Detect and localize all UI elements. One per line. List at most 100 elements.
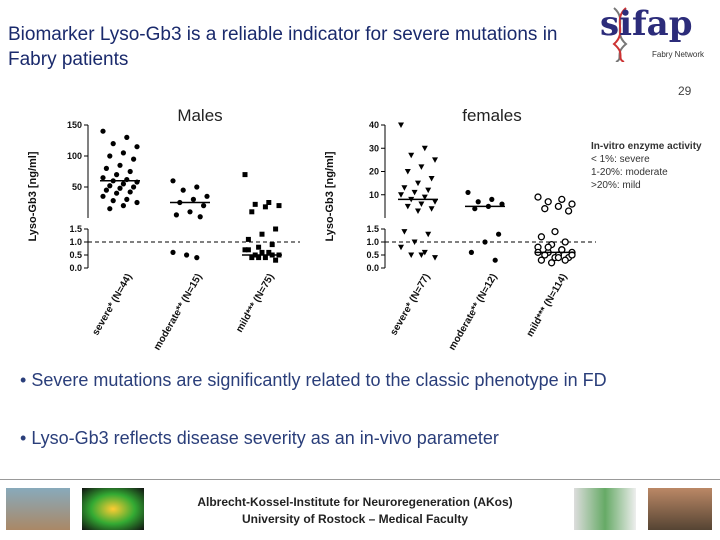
y-tick-label: 30 <box>369 143 379 153</box>
dna-icon <box>612 7 628 62</box>
legend-title: In-vitro enzyme activity <box>591 141 702 152</box>
point <box>127 168 133 175</box>
footer: Albrecht-Kossel-Institute for Neuroregen… <box>160 494 550 528</box>
point <box>273 226 279 232</box>
point <box>465 189 471 196</box>
point <box>398 192 404 198</box>
point <box>492 257 498 263</box>
photo <box>6 488 70 530</box>
y-tick-label: 40 <box>369 120 379 130</box>
point <box>259 249 265 255</box>
point <box>408 252 415 258</box>
point <box>554 253 563 262</box>
point <box>262 255 268 261</box>
point <box>425 187 432 194</box>
point <box>124 134 130 140</box>
y-tick-label: 1.5 <box>69 224 82 234</box>
point <box>249 255 255 261</box>
y-tick-label: 100 <box>67 151 82 161</box>
point <box>134 199 140 206</box>
slide-number: 29 <box>678 84 692 98</box>
divider <box>0 479 720 480</box>
point <box>249 209 255 215</box>
point <box>421 145 428 152</box>
point <box>499 201 505 207</box>
point <box>428 206 435 212</box>
y-axis-label: Lyso-Gb3 [ng/ml] <box>324 151 336 241</box>
point <box>472 206 478 212</box>
point <box>117 185 123 191</box>
point <box>245 247 251 253</box>
point <box>544 198 552 206</box>
point <box>404 203 411 210</box>
photo <box>574 488 636 530</box>
point <box>242 172 248 178</box>
y-tick-label: 0.0 <box>366 263 379 273</box>
charts: Males Lyso-Gb3 [ng/ml] 0.0 0.5 1.0 1.5 50 100 15… <box>27 106 596 352</box>
x-tick-label: mild*** (N=75) <box>234 272 276 335</box>
point <box>418 164 425 170</box>
point <box>551 227 559 236</box>
point <box>114 190 120 196</box>
point <box>252 201 258 207</box>
point <box>408 152 415 159</box>
y-tick-label: 0.5 <box>366 250 379 260</box>
y-tick-label: 0.0 <box>69 263 82 273</box>
point <box>418 252 425 258</box>
point <box>194 184 200 190</box>
y-tick-label: 20 <box>369 167 379 177</box>
point <box>197 214 203 220</box>
point <box>489 196 495 202</box>
y-axis-label: Lyso-Gb3 [ng/ml] <box>27 151 39 241</box>
x-tick-label: severe* (N=44) <box>90 272 134 337</box>
point <box>170 249 176 255</box>
bullet-list: Severe mutations are significantly relat… <box>20 368 690 484</box>
slide-title: Biomarker Lyso-Gb3 is a reliable indicat… <box>8 24 558 70</box>
point <box>273 257 279 263</box>
point <box>401 185 408 191</box>
point <box>537 233 546 241</box>
point <box>100 128 106 134</box>
point <box>259 231 265 237</box>
point <box>411 239 418 245</box>
point <box>415 208 421 215</box>
point <box>544 243 552 251</box>
y-tick-label: 1.5 <box>366 224 379 234</box>
y-tick-label: 0.5 <box>69 250 82 260</box>
y-tick-label: 150 <box>67 120 82 130</box>
photo <box>82 488 144 530</box>
point <box>554 202 563 211</box>
point <box>256 255 262 261</box>
x-tick-label: severe* (N=77) <box>388 272 432 337</box>
legend: In-vitro enzyme activity < 1%: severe 1-… <box>591 140 702 192</box>
bullet: Lyso-Gb3 reflects disease severity as an… <box>20 426 690 450</box>
point <box>245 236 251 242</box>
point <box>190 196 196 202</box>
point <box>131 156 137 162</box>
point <box>124 196 130 202</box>
y-tick-label: 50 <box>72 182 82 192</box>
point <box>107 206 113 212</box>
photo <box>648 488 712 530</box>
point <box>475 199 481 205</box>
point <box>120 150 126 156</box>
point <box>120 181 126 187</box>
point <box>266 200 272 205</box>
legend-line: 1-20%: moderate <box>591 167 668 178</box>
point <box>120 203 126 209</box>
point <box>187 209 193 215</box>
point <box>110 198 116 204</box>
point <box>110 141 116 147</box>
point <box>534 193 542 201</box>
point <box>421 249 428 256</box>
point <box>482 239 488 245</box>
point <box>131 184 137 190</box>
point <box>107 153 113 159</box>
point <box>201 203 207 209</box>
point <box>180 187 186 193</box>
point <box>242 247 248 253</box>
point <box>425 231 432 238</box>
point <box>134 144 140 150</box>
y-tick-label: 10 <box>369 190 379 200</box>
point <box>468 249 474 255</box>
